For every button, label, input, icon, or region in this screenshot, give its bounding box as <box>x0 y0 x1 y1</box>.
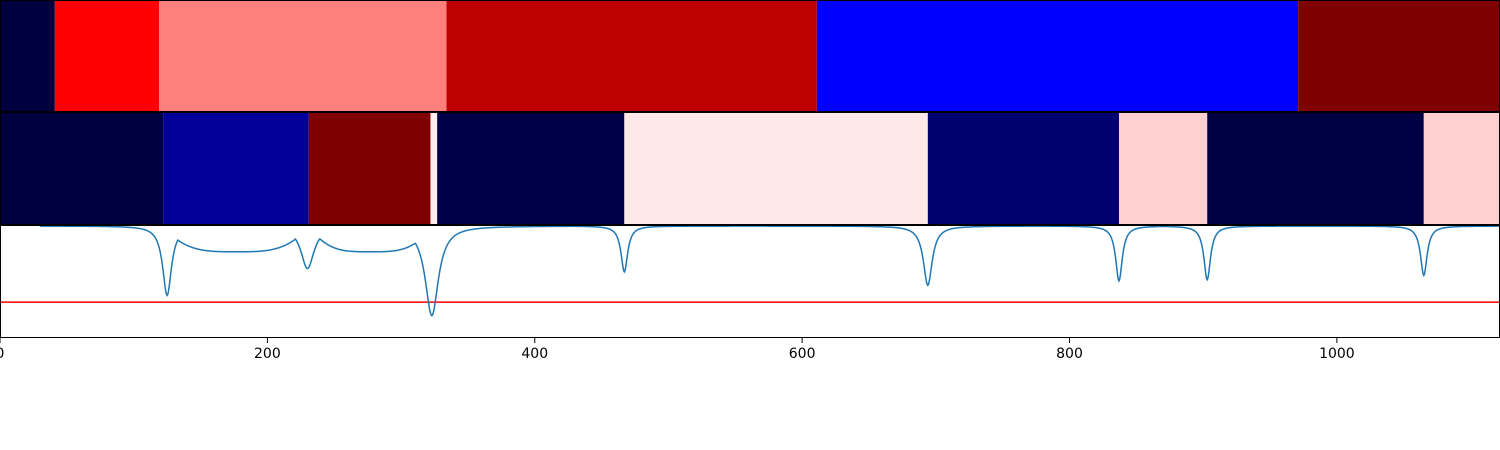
heatmap-segment <box>1118 113 1208 225</box>
x-tick-label: 400 <box>521 346 548 362</box>
heatmap-segment <box>308 113 431 225</box>
heatmap-segment <box>446 1 817 112</box>
line-panel <box>0 225 1500 317</box>
heatmap-segment <box>159 1 447 112</box>
x-tick-label: 800 <box>1056 346 1083 362</box>
x-axis: 0 200 400 600 800 1000 <box>0 338 1355 362</box>
heatmap-panel-middle <box>0 113 1500 225</box>
heatmap-segment <box>1207 113 1424 225</box>
heatmap-segment <box>163 113 309 225</box>
x-tick-label: 0 <box>0 346 4 362</box>
heatmap-segment <box>0 113 164 225</box>
series-line <box>40 225 1500 317</box>
heatmap-panel-top <box>0 1 1500 112</box>
heatmap-segment <box>1298 1 1500 112</box>
x-tick-label: 1000 <box>1319 346 1355 362</box>
heatmap-segment <box>927 113 1119 225</box>
x-tick-label: 200 <box>254 346 281 362</box>
heatmap-segment <box>437 113 625 225</box>
heatmap-segment <box>816 1 1299 112</box>
x-tick-label: 600 <box>789 346 816 362</box>
heatmap-segment <box>0 1 55 112</box>
heatmap-segment <box>430 113 438 225</box>
heatmap-segment <box>54 1 160 112</box>
heatmap-segment <box>624 113 928 225</box>
heatmap-segment <box>1423 113 1500 225</box>
